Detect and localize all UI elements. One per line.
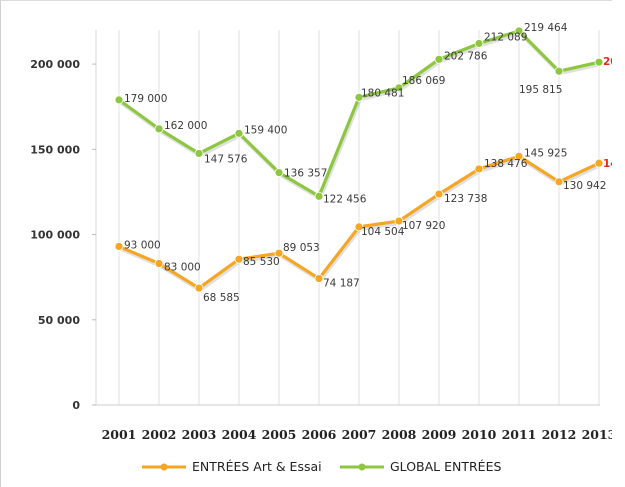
chart-frame [0,0,612,487]
data-label-art-essai-2003: 68 585 [203,292,240,304]
x-tick-label: 2003 [182,427,217,442]
x-tick-label: 2002 [142,427,177,442]
y-tick-label: 100 000 [30,229,80,242]
point-global-2004 [234,128,244,138]
legend-marker-art-essai [160,463,168,471]
point-art-essai-2001 [114,242,124,251]
data-label-art-essai-2007: 104 504 [361,226,405,238]
x-tick-label: 2012 [542,427,577,442]
data-label-global-2005: 136 357 [284,168,327,180]
legend-marker-global [358,463,366,471]
point-art-essai-2005 [274,248,284,258]
x-tick-label: 2006 [302,427,337,442]
y-tick-label: 150 000 [30,143,80,156]
point-art-essai-2009 [434,189,444,199]
data-label-art-essai-2009: 123 738 [444,193,487,205]
series-points [114,26,604,293]
point-art-essai-2006 [314,274,324,283]
legend-entry-global: GLOBAL ENTRÉES [340,459,501,474]
data-label-art-essai-2011: 145 925 [524,147,567,159]
y-tick-label: 0 [72,399,80,412]
legend-label-global: GLOBAL ENTRÉES [390,459,501,474]
legend-label-art-essai: ENTRÉES Art & Essai [192,459,322,474]
data-label-global-2003: 147 576 [204,153,248,165]
vertical-gridlines [118,30,600,405]
x-tick-label: 2009 [422,427,457,442]
point-global-2008 [394,83,404,93]
point-art-essai-2010 [474,164,484,174]
x-tick-label: 2004 [222,427,257,442]
data-label-art-essai-2008: 107 920 [402,220,445,232]
x-tick-label: 2008 [382,427,417,442]
data-label-global-2004: 159 400 [244,124,287,136]
data-label-global-2006: 122 456 [323,193,367,205]
x-axis: 2001 2002 2003 2004 2005 2006 2007 2008 2009 2010… [96,404,612,442]
data-label-global-2002: 162 000 [164,120,207,132]
data-label-global-2009: 202 786 [444,50,488,62]
point-art-essai-2008 [394,216,404,226]
x-tick-label: 2001 [102,427,137,442]
data-label-art-essai-2010: 138 476 [484,158,528,170]
data-label-art-essai-2013: 141 88 [603,158,612,170]
x-tick-label: 2005 [262,427,297,442]
point-global-2013 [594,57,604,67]
data-label-global-2010: 212 089 [484,31,527,43]
point-art-essai-2012 [554,177,564,187]
point-global-2007 [354,92,364,102]
y-axis: 0 50 000 100 000 150 000 200 000 [30,30,97,412]
point-global-2006 [314,191,324,201]
x-tick-label: 2013 [582,427,612,442]
point-art-essai-2013 [594,158,604,168]
point-global-2003 [194,149,204,158]
data-label-global-2001: 179 000 [124,93,167,105]
legend-entry-art-essai: ENTRÉES Art & Essai [142,459,322,474]
legend: ENTRÉES Art & Essai GLOBAL ENTRÉES [142,459,501,474]
data-label-art-essai-2012: 130 942 [563,180,606,192]
data-label-global-2012: 195 815 [519,84,562,96]
data-label-art-essai-2001: 93 000 [124,239,161,251]
data-label-global-2011: 219 464 [524,22,568,34]
y-tick-label: 200 000 [30,58,80,71]
data-label-global-2007: 180 481 [361,87,404,99]
data-label-art-essai-2005: 89 053 [283,242,320,254]
data-label-art-essai-2002: 83 000 [164,262,201,274]
point-art-essai-2004 [234,254,244,264]
data-label-global-2008: 186 069 [402,75,445,87]
point-art-essai-2007 [354,222,364,232]
data-label-global-2013: 201 12 [603,56,612,68]
point-global-2011 [514,26,524,36]
point-global-2010 [474,39,484,48]
point-global-2002 [154,124,164,134]
series-shadow-global [118,30,601,201]
point-art-essai-2011 [514,151,524,161]
x-tick-label: 2011 [502,427,537,442]
data-label-art-essai-2004: 85 530 [243,256,280,268]
point-art-essai-2002 [154,259,164,268]
data-label-art-essai-2006: 74 187 [323,278,360,290]
point-global-2001 [114,95,124,105]
point-global-2009 [434,54,444,64]
x-tick-label: 2007 [342,427,377,442]
y-tick-label: 50 000 [38,314,80,327]
point-art-essai-2003 [194,283,204,293]
x-tick-label: 2010 [462,427,497,442]
point-global-2005 [274,168,284,177]
point-global-2012 [554,66,564,76]
